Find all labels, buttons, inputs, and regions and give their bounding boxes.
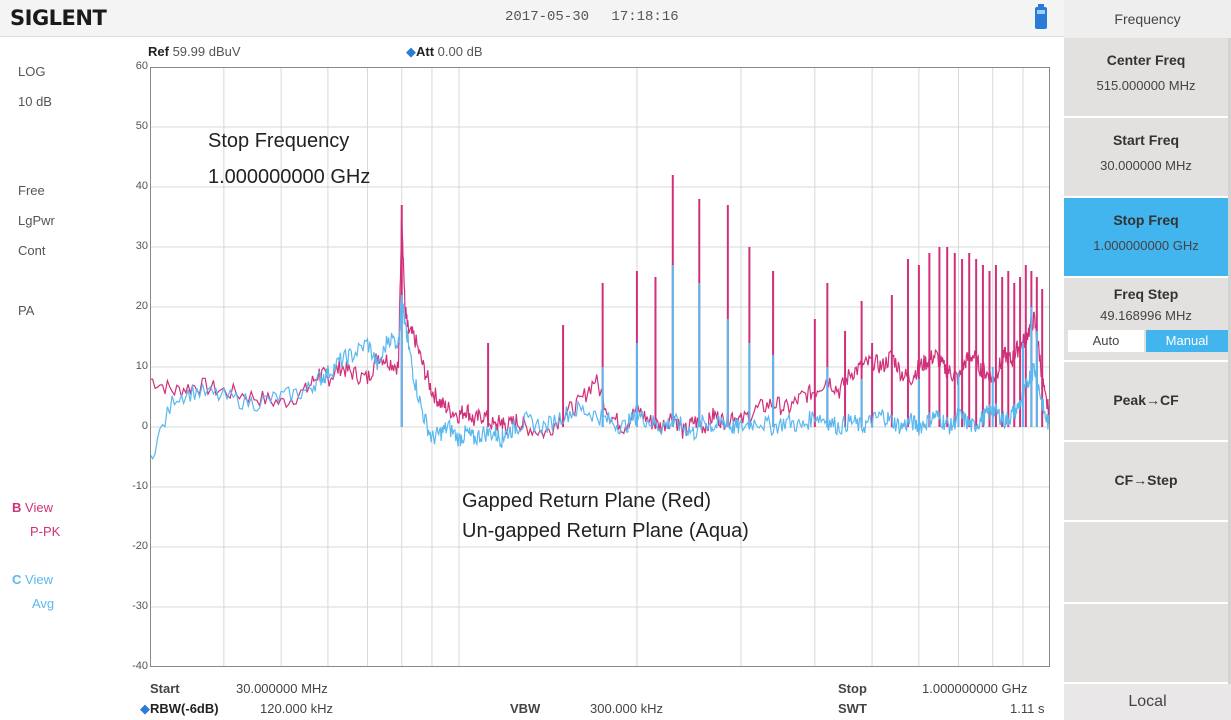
scale-type: LOG xyxy=(18,64,46,79)
cf-to-step-button[interactable]: CF→Step xyxy=(1064,442,1228,522)
stop-annotation-value: 1.000000000 GHz xyxy=(208,166,371,188)
legend-gapped: Gapped Return Plane (Red) xyxy=(462,490,712,512)
legend-ungapped: Un-gapped Return Plane (Aqua) xyxy=(462,520,749,542)
trace-b-detector: P-PK xyxy=(30,524,61,539)
center-freq-title: Center Freq xyxy=(1106,52,1186,68)
y-tick-label: 30 xyxy=(135,240,148,252)
datetime: 2017-05-30 17:18:16 xyxy=(505,9,693,25)
trace-ungapped-line xyxy=(150,301,1050,460)
freq-step-manual-toggle[interactable]: Manual xyxy=(1146,330,1228,352)
y-tick-label: -30 xyxy=(132,600,148,612)
brand-logo: SIGLENT xyxy=(10,6,107,30)
trace-b-view: View xyxy=(25,500,53,515)
y-tick-label: -10 xyxy=(132,480,148,492)
trace-c-detector: Avg xyxy=(32,596,55,611)
att-marker-icon: ◆ xyxy=(406,44,416,59)
attenuation[interactable]: ◆Att 0.00 dB xyxy=(406,44,483,60)
freq-step-title: Freq Step xyxy=(1113,286,1179,302)
stop-value: 1.000000000 GHz xyxy=(922,681,1028,696)
sweep-mode: Cont xyxy=(18,243,46,258)
start-freq-button[interactable]: Start Freq 30.000000 MHz xyxy=(1064,118,1228,198)
status-bar xyxy=(0,0,1064,37)
stop-freq-title: Stop Freq xyxy=(1113,212,1179,228)
start-freq-title: Start Freq xyxy=(1112,132,1180,148)
spectrum-plot[interactable] xyxy=(150,67,1050,667)
vbw-label: VBW xyxy=(510,701,541,716)
y-tick-label: 0 xyxy=(141,420,148,432)
stop-label: Stop xyxy=(838,681,867,696)
y-tick-label: 20 xyxy=(135,300,148,312)
detector-mode: LgPwr xyxy=(18,213,55,228)
swt-value: 1.11 s xyxy=(1010,701,1045,716)
trigger-mode: Free xyxy=(18,183,45,198)
rbw-info[interactable]: ◆RBW(-6dB) xyxy=(140,701,219,717)
y-tick-label: 10 xyxy=(135,360,148,372)
trace-c-view: View xyxy=(25,572,53,587)
y-tick-label: 60 xyxy=(135,60,148,72)
scale-div: 10 dB xyxy=(18,94,52,109)
time-text: 17:18:16 xyxy=(611,9,679,25)
freq-step-auto-toggle[interactable]: Auto xyxy=(1068,330,1144,352)
trace-b-info[interactable]: B View xyxy=(12,500,53,515)
start-freq-value: 30.000000 MHz xyxy=(1100,158,1192,173)
peak-to-cf-button[interactable]: Peak→CF xyxy=(1064,362,1228,442)
trace-b-label: B xyxy=(12,500,22,515)
ref-level[interactable]: Ref 59.99 dBuV xyxy=(148,44,241,59)
y-tick-label: -40 xyxy=(132,660,148,672)
battery-icon xyxy=(1035,4,1047,29)
att-label: Att xyxy=(416,44,435,59)
stop-freq-button[interactable]: Stop Freq 1.000000000 GHz xyxy=(1064,198,1228,278)
rbw-marker-icon: ◆ xyxy=(140,701,150,716)
y-tick-label: 50 xyxy=(135,120,148,132)
stop-annotation-title: Stop Frequency xyxy=(208,130,350,152)
ref-label: Ref xyxy=(148,44,169,59)
peak-to-cf-label: Peak→CF xyxy=(1113,392,1179,408)
rbw-value: 120.000 kHz xyxy=(260,701,333,716)
ref-value: 59.99 dBuV xyxy=(172,44,241,59)
trace-c-info[interactable]: C View xyxy=(12,572,53,587)
cf-to-step-label: CF→Step xyxy=(1114,472,1178,488)
y-tick-label: -20 xyxy=(132,540,148,552)
rbw-label: RBW(-6dB) xyxy=(150,701,219,716)
date-text: 2017-05-30 xyxy=(505,9,590,25)
preamp-status: PA xyxy=(18,303,35,318)
center-freq-button[interactable]: Center Freq 515.000000 MHz xyxy=(1064,38,1228,118)
stop-freq-value: 1.000000000 GHz xyxy=(1093,238,1199,253)
start-label: Start xyxy=(150,681,180,696)
att-value: 0.00 dB xyxy=(437,44,483,59)
trace-gapped-line xyxy=(150,218,1050,440)
start-value: 30.000000 MHz xyxy=(236,681,328,696)
plot-frame xyxy=(150,67,1050,667)
freq-step-value: 49.168996 MHz xyxy=(1100,308,1192,323)
menu-header: Frequency xyxy=(1064,0,1231,38)
center-freq-value: 515.000000 MHz xyxy=(1096,78,1196,93)
trace-c-label: C xyxy=(12,572,22,587)
local-button[interactable]: Local xyxy=(1064,684,1231,720)
softkey-empty-2[interactable] xyxy=(1064,604,1228,684)
y-tick-label: 40 xyxy=(135,180,148,192)
swt-label: SWT xyxy=(838,701,867,716)
softkey-empty-1[interactable] xyxy=(1064,522,1228,604)
vbw-value: 300.000 kHz xyxy=(590,701,663,716)
